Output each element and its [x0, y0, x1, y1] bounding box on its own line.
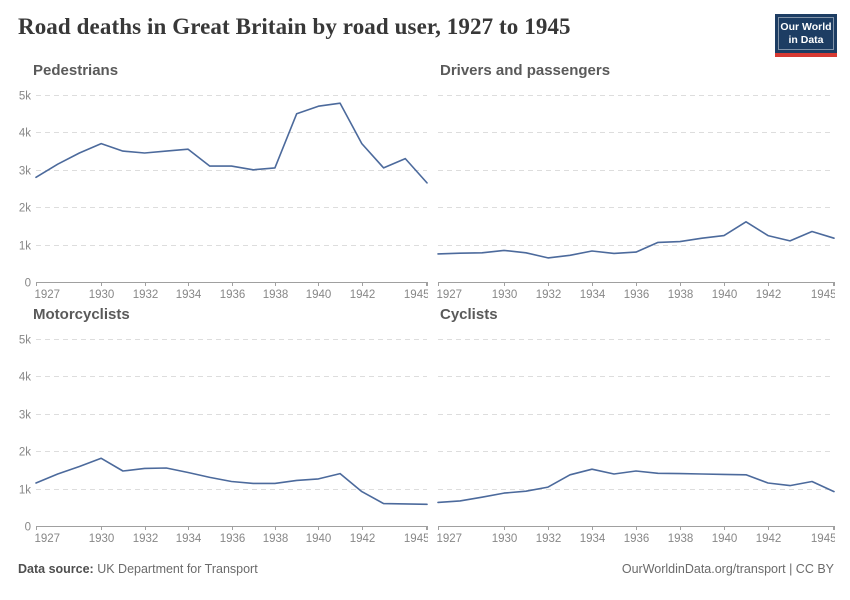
y-tick-label: 0: [25, 522, 31, 534]
x-tick-label: 1945: [811, 289, 835, 301]
x-tick-label: 1942: [756, 289, 782, 301]
x-tick-label: 1938: [668, 289, 694, 301]
x-tick-label: 1934: [176, 533, 202, 545]
panel-title-motorcyclists: Motorcyclists: [33, 306, 130, 323]
chart-drivers-passengers[interactable]: 1927 1930 1932 1934 1936 1938 1940 1942 1945: [437, 86, 835, 302]
x-tick-label: 1938: [263, 533, 289, 545]
x-tick-label: 1940: [712, 533, 738, 545]
data-source: Data source: UK Department for Transport: [18, 562, 258, 576]
y-tick-label: 5k: [19, 91, 31, 103]
x-tick-label: 1927: [35, 533, 61, 545]
y-tick-label: 2k: [19, 203, 31, 215]
chart-cyclists[interactable]: 1927 1930 1932 1934 1936 1938 1940 1942 1945: [437, 330, 835, 546]
x-tick-label: 1930: [89, 533, 115, 545]
x-tick-label: 1936: [624, 289, 650, 301]
y-tick-label: 3k: [19, 166, 31, 178]
y-tick-label: 3k: [19, 410, 31, 422]
owid-logo[interactable]: Our World in Data: [775, 14, 837, 57]
owid-logo-line2: in Data: [788, 33, 824, 46]
x-tick-label: 1945: [404, 289, 428, 301]
x-tick-label: 1927: [437, 533, 462, 545]
x-tick-label: 1932: [133, 289, 159, 301]
x-tick-label: 1927: [437, 289, 462, 301]
x-tick-label: 1945: [404, 533, 428, 545]
x-tick-label: 1936: [220, 289, 246, 301]
x-tick-label: 1945: [811, 533, 835, 545]
chart-motorcyclists[interactable]: 0 1k 2k 3k 4k 5k 1927 1930 1932 1934 1936 1938 1940 1…: [18, 330, 428, 546]
x-tick-label: 1936: [624, 533, 650, 545]
y-tick-label: 5k: [19, 335, 31, 347]
x-tick-label: 1940: [712, 289, 738, 301]
x-tick-label: 1930: [492, 289, 518, 301]
panel-cyclists: Cyclists 1927 1930 1932 1934 1936 1938 1940 194…: [437, 302, 835, 546]
data-source-label: Data source:: [18, 562, 94, 576]
panel-title-drivers-passengers: Drivers and passengers: [440, 62, 611, 79]
panel-motorcyclists: Motorcyclists 0 1k 2k 3k 4k 5k 1927 1930 1932 193…: [18, 302, 428, 546]
x-tick-label: 1932: [133, 533, 159, 545]
x-tick-label: 1942: [350, 289, 376, 301]
series-line-motorcyclists: [35, 457, 428, 506]
x-tick-label: 1927: [35, 289, 61, 301]
series-line-drivers-and-passengers: [437, 221, 835, 259]
x-tick-label: 1932: [536, 289, 562, 301]
panel-pedestrians: Pedestrians 0 1k 2k 3k 4k 5k 1927 1930 1932 1934 1…: [18, 58, 428, 302]
chart-pedestrians[interactable]: 0 1k 2k 3k 4k 5k 1927 1930 1932 1934 1936 1938 1940 1…: [18, 86, 428, 302]
x-tick-label: 1940: [306, 289, 332, 301]
x-tick-label: 1932: [536, 533, 562, 545]
x-tick-label: 1934: [176, 289, 202, 301]
y-tick-label: 1k: [19, 485, 31, 497]
page-title: Road deaths in Great Britain by road use…: [18, 14, 571, 39]
owid-url-license[interactable]: OurWorldinData.org/transport | CC BY: [621, 562, 834, 576]
series-line-pedestrians: [35, 102, 428, 184]
y-tick-label: 0: [25, 278, 31, 290]
y-tick-label: 4k: [19, 372, 31, 384]
x-tick-label: 1936: [220, 533, 246, 545]
header: Road deaths in Great Britain by road use…: [0, 0, 850, 58]
charts-grid: Pedestrians 0 1k 2k 3k 4k 5k 1927 1930 1932 1934 1…: [0, 58, 850, 546]
x-tick-label: 1938: [668, 533, 694, 545]
x-tick-label: 1938: [263, 289, 289, 301]
series-line-cyclists: [437, 468, 835, 504]
y-tick-label: 4k: [19, 128, 31, 140]
x-tick-label: 1942: [756, 533, 782, 545]
footer: Data source: UK Department for Transport…: [0, 546, 850, 576]
owid-logo-text: Our World in Data: [778, 17, 834, 50]
x-tick-label: 1934: [580, 289, 606, 301]
x-tick-label: 1930: [492, 533, 518, 545]
panel-title-cyclists: Cyclists: [440, 306, 498, 323]
x-tick-label: 1930: [89, 289, 115, 301]
x-tick-label: 1942: [350, 533, 376, 545]
owid-logo-line1: Our World: [780, 21, 832, 33]
x-tick-label: 1940: [306, 533, 332, 545]
panel-drivers-passengers: Drivers and passengers 1927 1930 1932 1934 1…: [437, 58, 835, 302]
y-tick-label: 2k: [19, 447, 31, 459]
y-tick-label: 1k: [19, 241, 31, 253]
owid-logo-red-bar: [775, 53, 837, 57]
panel-title-pedestrians: Pedestrians: [33, 62, 119, 79]
x-tick-label: 1934: [580, 533, 606, 545]
data-source-value: UK Department for Transport: [93, 562, 258, 576]
